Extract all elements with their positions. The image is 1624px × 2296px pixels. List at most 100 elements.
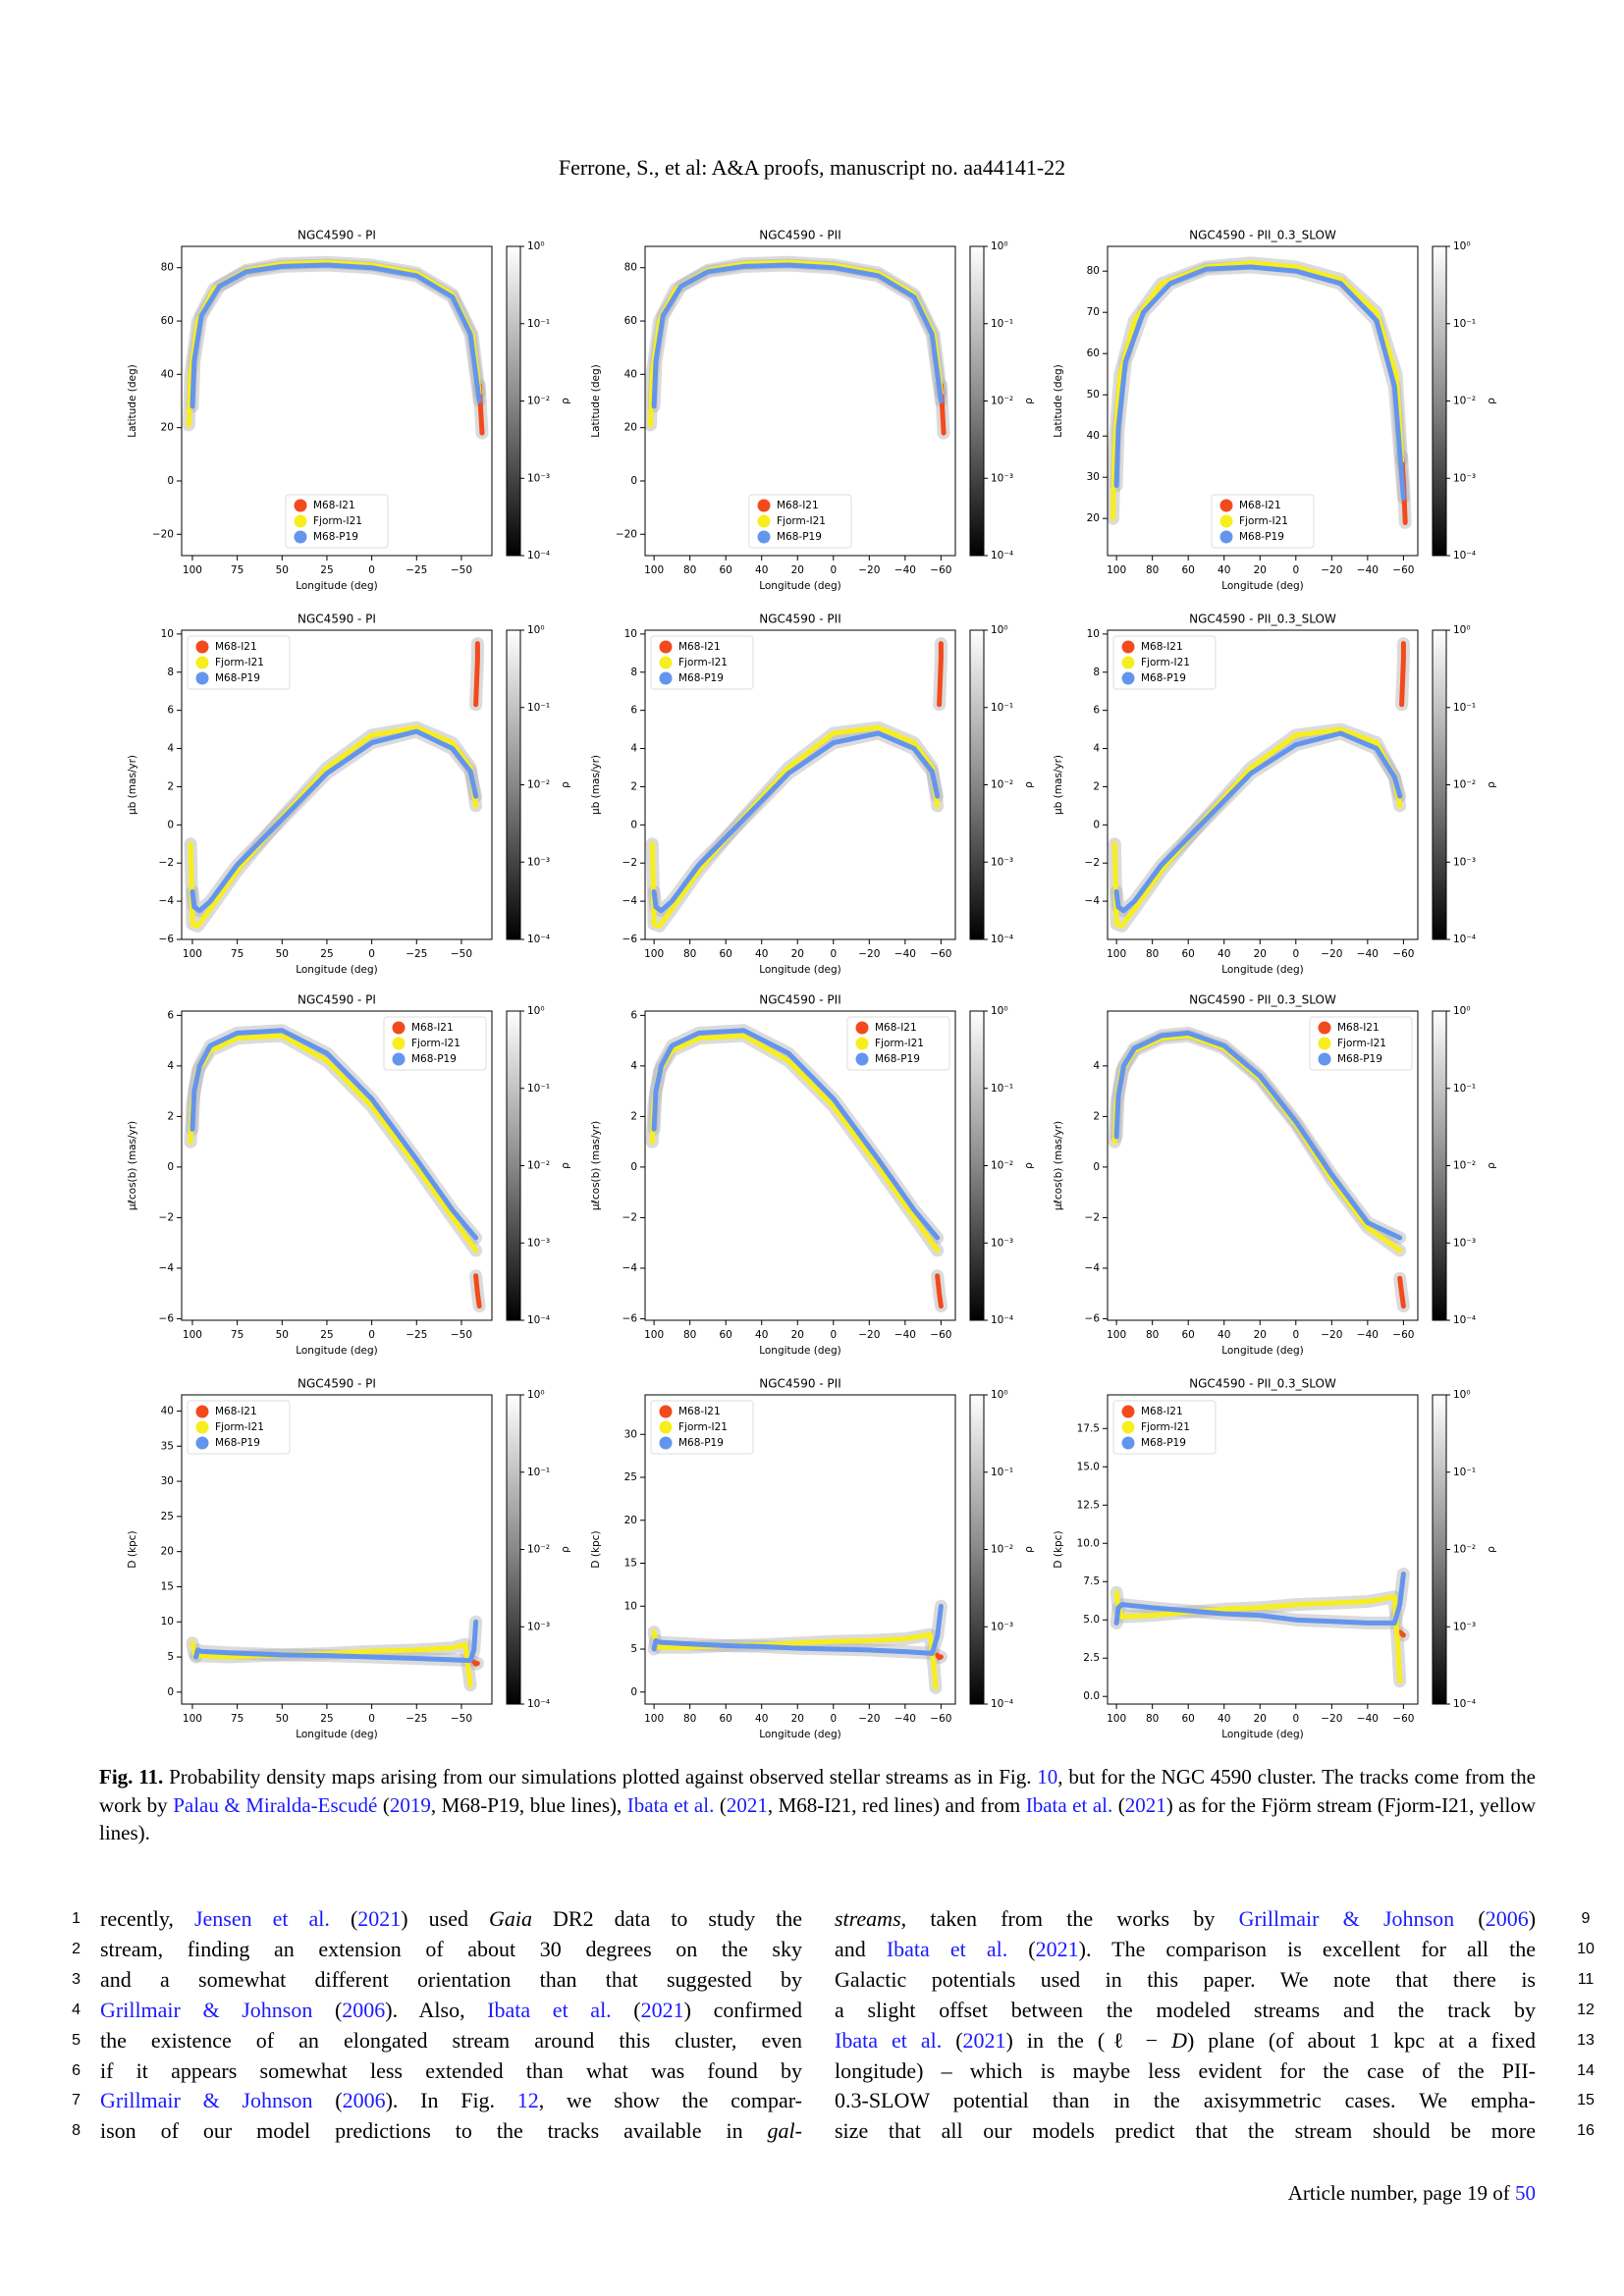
y-tick-label: 40 (1087, 430, 1100, 442)
y-tick-label: −2 (623, 1211, 637, 1223)
x-tick-label: −60 (930, 948, 951, 960)
reference-link[interactable]: 2021 (1035, 1936, 1079, 1961)
text-run: 0.3-SLOW potential than in the axisymmet… (835, 2088, 1536, 2113)
line-number: 12 (1577, 2001, 1595, 2018)
x-tick-label: 100 (183, 564, 202, 576)
reference-link[interactable]: 2021 (357, 1906, 402, 1931)
legend-marker (1121, 1405, 1135, 1418)
text-run: if it appears somewhat less extended tha… (100, 2057, 802, 2083)
x-tick-label: −50 (451, 1329, 472, 1341)
y-tick-label: −6 (159, 1312, 175, 1324)
y-axis-label: Latitude (deg) (1053, 364, 1064, 438)
x-tick-label: 0 (830, 948, 837, 960)
y-tick-label: 2 (630, 1110, 637, 1122)
reference-link[interactable]: Grillmair & Johnson (100, 1997, 313, 2022)
reference-link[interactable]: 2021 (726, 1792, 768, 1817)
legend-marker (294, 514, 307, 528)
x-axis-label: Longitude (deg) (759, 1729, 841, 1740)
plot-frame (181, 1394, 493, 1705)
text-line: Ibata et al. (2021) in the (ℓ − D) plane… (835, 2025, 1536, 2056)
legend-box (650, 1400, 754, 1455)
reference-link[interactable]: 10 (1037, 1765, 1058, 1789)
colorbar-tick-label: 10⁻³ (1453, 472, 1476, 484)
reference-link[interactable]: 2006 (1485, 1906, 1529, 1931)
y-axis-label: μb (mas/yr) (127, 755, 138, 815)
text-run: ) confirmed (683, 1997, 802, 2022)
x-axis-label: Longitude (deg) (759, 1345, 841, 1357)
text-run: ) plane (of about 1 kpc at a fixed (1186, 2027, 1537, 2053)
density-halo (645, 721, 945, 933)
reference-link[interactable]: Ibata et al. (626, 1792, 715, 1817)
track-line (473, 641, 480, 708)
text-run: size that all our models predict that th… (835, 2118, 1536, 2144)
colorbar-tick-label: 10⁻³ (527, 856, 550, 868)
y-tick-label: −2 (1085, 1211, 1100, 1223)
reference-link[interactable]: Palau & Miralda-Escudé (173, 1792, 378, 1817)
legend-label: Fjorm-I21 (875, 1038, 924, 1049)
colorbar-tick-label: 10⁻⁴ (527, 1698, 550, 1710)
track-line (1397, 1629, 1406, 1638)
page-footer: Article number, page 19 of 50 (1288, 2181, 1536, 2206)
text-run: recently, (100, 1906, 194, 1931)
y-tick-label: 0 (630, 1161, 637, 1173)
x-tick-label: −25 (406, 1713, 427, 1725)
x-tick-label: 100 (1107, 564, 1126, 576)
reference-link[interactable]: Ibata et al. (1025, 1792, 1113, 1817)
legend-label: Fjorm-I21 (1337, 1038, 1386, 1049)
x-tick-label: 60 (1182, 564, 1195, 576)
reference-link[interactable]: Ibata et al. (886, 1936, 1008, 1961)
x-tick-label: 80 (1146, 1713, 1159, 1725)
y-tick-label: 0.0 (1083, 1690, 1100, 1702)
y-tick-label: 4 (1093, 743, 1100, 755)
plot-frame (644, 1394, 956, 1705)
colorbar-tick-label: 10⁰ (991, 240, 1008, 252)
track-line (935, 1273, 944, 1309)
x-tick-label: 25 (320, 1713, 333, 1725)
colorbar-tick-label: 10⁻¹ (991, 1467, 1013, 1478)
reference-link[interactable]: 2021 (962, 2027, 1006, 2053)
reference-link[interactable]: Grillmair & Johnson (1238, 1906, 1455, 1931)
text-line: and a somewhat different orientation tha… (100, 1964, 802, 1995)
reference-link[interactable]: 12 (516, 2088, 539, 2113)
reference-link[interactable]: 2021 (1124, 1792, 1166, 1817)
y-tick-label: 25 (161, 1511, 174, 1522)
reference-link[interactable]: 50 (1515, 2181, 1536, 2205)
legend-label: Fjorm-I21 (215, 1421, 264, 1433)
colorbar-tick-label: 10⁻¹ (527, 1083, 550, 1095)
x-tick-label: 40 (1218, 1329, 1230, 1341)
legend-box (1309, 1016, 1413, 1071)
reference-link[interactable]: 2006 (342, 2088, 386, 2113)
colorbar-tick-label: 10⁻² (991, 1544, 1013, 1556)
x-tick-label: 100 (644, 948, 664, 960)
y-tick-label: 70 (1087, 306, 1100, 318)
text-line: Galactic potentials used in this paper. … (835, 1964, 1536, 1995)
legend-label: M68-P19 (411, 1053, 457, 1065)
legend-label: M68-P19 (215, 1437, 260, 1449)
y-tick-label: 6 (1093, 705, 1100, 717)
colorbar-tick-label: 10⁻² (527, 1544, 550, 1556)
reference-link[interactable]: Grillmair & Johnson (100, 2088, 313, 2113)
reference-link[interactable]: Ibata et al. (487, 1997, 612, 2022)
text-run: the existence of an elongated stream aro… (100, 2027, 802, 2053)
x-tick-label: 100 (1107, 1713, 1126, 1725)
y-tick-label: 30 (624, 1428, 637, 1440)
legend-label: M68-I21 (411, 1022, 454, 1034)
y-tick-label: 0 (630, 1686, 637, 1698)
y-axis-label: D (kpc) (590, 1530, 602, 1568)
reference-link[interactable]: Jensen et al. (193, 1906, 330, 1931)
x-axis-label: Longitude (deg) (296, 1345, 378, 1357)
legend-label: M68-I21 (678, 641, 721, 653)
reference-link[interactable]: 2021 (640, 1997, 684, 2022)
legend-label: M68-P19 (1141, 672, 1186, 684)
reference-link[interactable]: 2019 (389, 1792, 431, 1817)
legend-label: M68-I21 (1239, 500, 1281, 511)
reference-link[interactable]: Ibata et al. (835, 2027, 943, 2053)
colorbar (1432, 1394, 1447, 1705)
track-line (1113, 1572, 1406, 1626)
colorbar (506, 629, 521, 940)
x-tick-label: 20 (791, 564, 804, 576)
x-tick-label: −25 (406, 564, 427, 576)
panel-title: NGC4590 - PII_0.3_SLOW (1189, 993, 1336, 1007)
reference-link[interactable]: 2006 (342, 1997, 386, 2022)
line-number: 2 (72, 1940, 81, 1957)
